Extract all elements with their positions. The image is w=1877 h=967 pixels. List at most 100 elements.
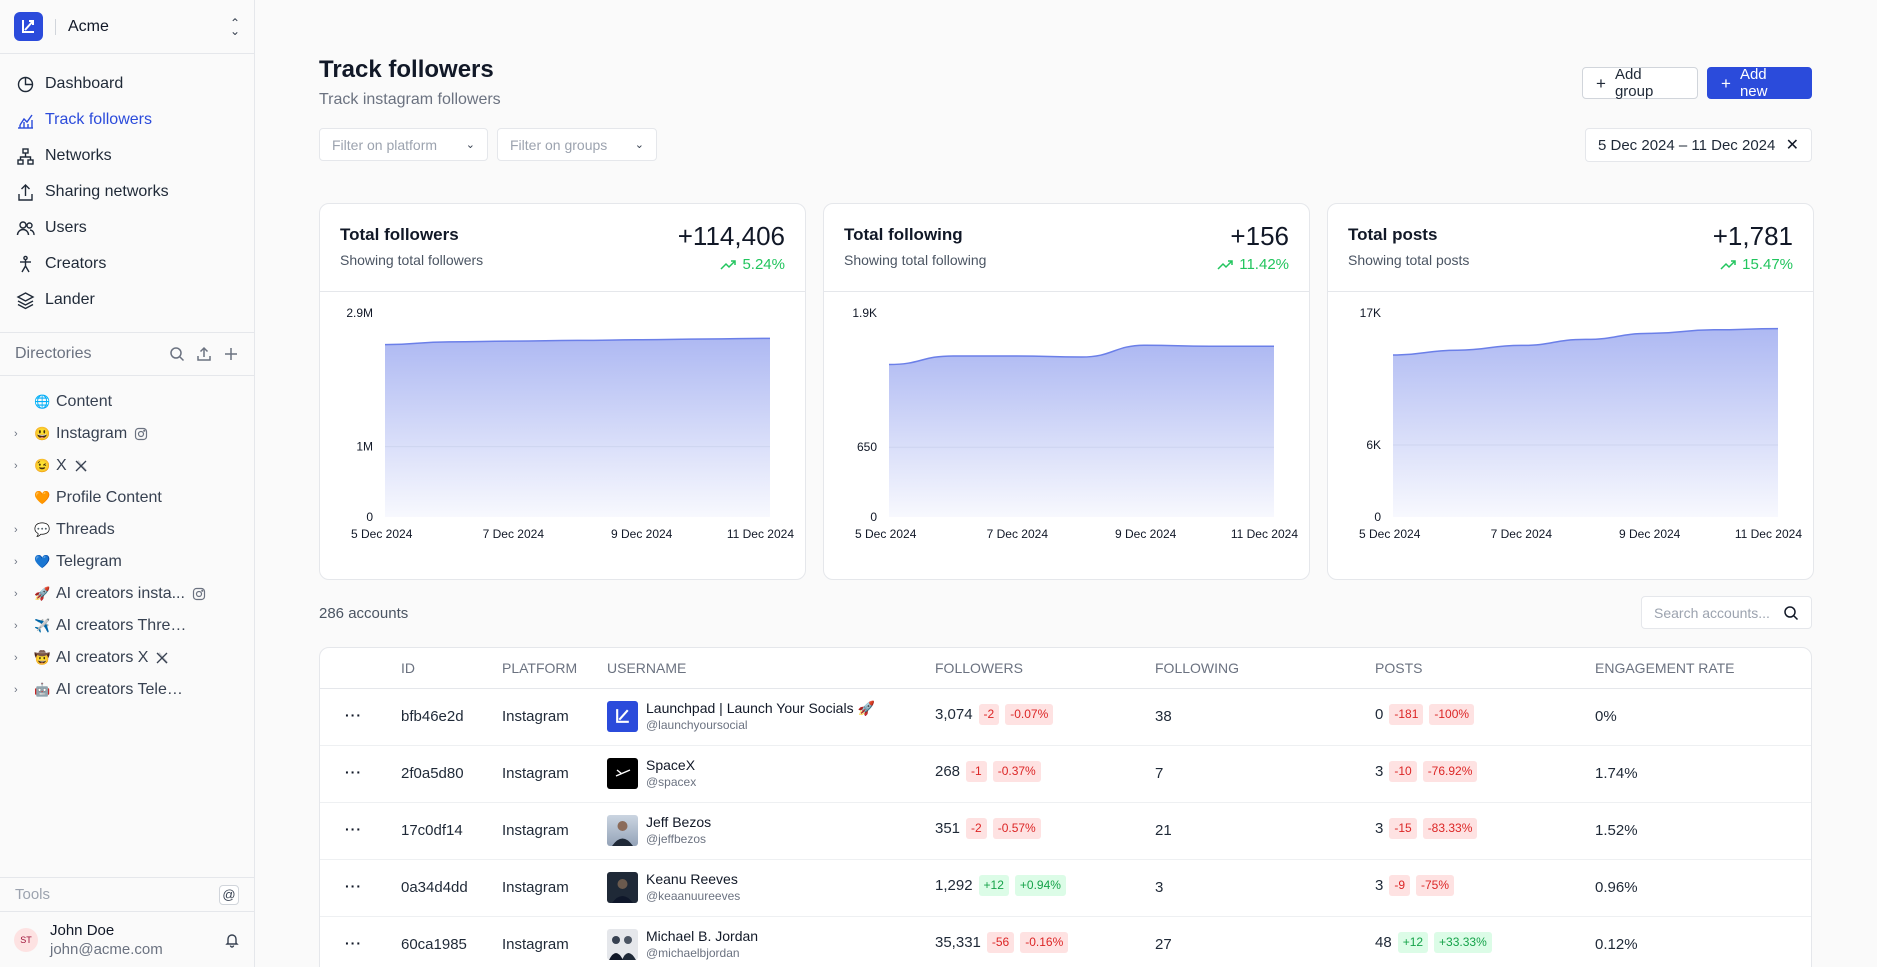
user-text: Keanu Reeves @keaanuureeves bbox=[646, 870, 740, 904]
cell-username[interactable]: Jeff Bezos @jeffbezos bbox=[607, 813, 711, 847]
directory-item[interactable]: › 🤠 AI creators X bbox=[0, 642, 254, 674]
x-tick-label: 5 Dec 2024 bbox=[351, 527, 413, 541]
posts-value: 0 bbox=[1375, 706, 1384, 723]
cell-platform: Instagram bbox=[502, 879, 569, 896]
column-header[interactable]: POSTS bbox=[1375, 660, 1423, 676]
account-name: Keanu Reeves bbox=[646, 871, 738, 887]
more-options-icon[interactable]: ··· bbox=[345, 935, 362, 951]
followers-pct-badge: -0.16% bbox=[1020, 932, 1069, 953]
directory-label: AI creators Telegra... bbox=[56, 681, 188, 698]
table-row[interactable]: ··· 17c0df14 Instagram Jeff Bezos @jeffbezos… bbox=[320, 803, 1811, 860]
date-range-picker[interactable]: 5 Dec 2024 – 11 Dec 2024 ✕ bbox=[1585, 128, 1812, 162]
x-icon bbox=[74, 459, 88, 473]
tools-section: Tools @ bbox=[0, 877, 254, 911]
nav-item-label: Users bbox=[45, 219, 87, 236]
user-profile[interactable]: ST John Doe john@acme.com bbox=[0, 911, 254, 967]
directory-item[interactable]: 🌐 Content bbox=[0, 386, 254, 418]
posts-pct-badge: -75% bbox=[1416, 875, 1455, 896]
directory-emoji: 🚀 bbox=[34, 586, 51, 601]
account-handle: @keaanuureeves bbox=[646, 889, 741, 903]
acme-logo-icon bbox=[14, 12, 43, 41]
cell-username[interactable]: SpaceX @spacex bbox=[607, 756, 696, 790]
more-options-icon[interactable]: ··· bbox=[345, 707, 362, 723]
avatar: ST bbox=[14, 927, 38, 952]
cell-username[interactable]: Launchpad | Launch Your Socials 🚀 @launch… bbox=[607, 699, 875, 733]
chevron-right-icon: › bbox=[14, 684, 18, 696]
nav-item-creators[interactable]: Creators bbox=[0, 246, 254, 282]
search-input[interactable]: Search accounts... bbox=[1641, 596, 1812, 629]
add-group-button[interactable]: + Add group bbox=[1582, 66, 1698, 100]
directory-item[interactable]: › 🚀 AI creators insta... bbox=[0, 578, 254, 610]
cell-username[interactable]: Michael B. Jordan @michaelbjordan bbox=[607, 927, 758, 961]
followers-delta-badge: -2 bbox=[978, 704, 1000, 725]
add-new-label: Add new bbox=[1739, 66, 1768, 100]
column-header[interactable]: FOLLOWERS bbox=[935, 660, 1023, 676]
plus-icon[interactable] bbox=[223, 346, 239, 362]
nav-item-sharing-networks[interactable]: Sharing networks bbox=[0, 174, 254, 210]
table-row[interactable]: ··· bfb46e2d Instagram Launchpad | Launch Y… bbox=[320, 689, 1811, 746]
table-row[interactable]: ··· 60ca1985 Instagram Michael B. Jordan @mi… bbox=[320, 917, 1811, 967]
nav-item-networks[interactable]: Networks bbox=[0, 138, 254, 174]
directory-item[interactable]: › 💬 Threads bbox=[0, 514, 254, 546]
stat-card: Total following Showing total following +1… bbox=[823, 203, 1310, 580]
column-header[interactable]: USERNAME bbox=[607, 660, 687, 676]
directory-label: Instagram bbox=[56, 425, 128, 442]
stat-card-header: Total posts Showing total posts +1,781 15.4… bbox=[1328, 204, 1813, 292]
followers-delta-badge: -2 bbox=[966, 818, 987, 839]
upload-icon[interactable] bbox=[196, 346, 212, 362]
nav-item-users[interactable]: Users bbox=[0, 210, 254, 246]
account-name: Jeff Bezos bbox=[646, 814, 712, 830]
close-icon[interactable]: ✕ bbox=[1785, 137, 1799, 154]
posts-delta-badge: -9 bbox=[1389, 875, 1411, 896]
column-header[interactable]: ENGAGEMENT RATE bbox=[1595, 660, 1735, 676]
bell-icon[interactable] bbox=[224, 932, 240, 948]
stat-card-header: Total followers Showing total followers +1… bbox=[320, 204, 805, 292]
stat-card: Total followers Showing total followers +1… bbox=[319, 203, 806, 580]
more-options-icon[interactable]: ··· bbox=[345, 821, 362, 837]
stat-card-subtitle: Showing total following bbox=[844, 252, 987, 268]
more-options-icon[interactable]: ··· bbox=[345, 878, 362, 894]
followers-pct-badge: +0.94% bbox=[1014, 875, 1066, 896]
platform-filter[interactable]: Filter on platform ⌄ bbox=[319, 128, 488, 161]
y-tick-label: 6K bbox=[1366, 438, 1381, 452]
groups-filter[interactable]: Filter on groups ⌄ bbox=[497, 128, 657, 161]
search-icon bbox=[1784, 605, 1799, 620]
column-header[interactable]: ID bbox=[401, 660, 415, 676]
directory-item[interactable]: › 😉 X bbox=[0, 450, 254, 482]
cell-following: 27 bbox=[1155, 936, 1172, 953]
x-tick-label: 7 Dec 2024 bbox=[483, 527, 545, 541]
cell-username[interactable]: Keanu Reeves @keaanuureeves bbox=[607, 870, 740, 904]
posts-value: 3 bbox=[1375, 820, 1384, 837]
more-options-icon[interactable]: ··· bbox=[345, 764, 362, 780]
nav-item-dashboard[interactable]: Dashboard bbox=[0, 66, 254, 102]
area-chart: 0 650 1.9K 5 Dec 2024 7 Dec 2024 9 Dec 2024 11… bbox=[852, 306, 1298, 541]
directory-label: Threads bbox=[56, 521, 115, 538]
workspace-switcher[interactable]: Acme ⌃ ⌄ bbox=[0, 0, 254, 54]
nav-item-track-followers[interactable]: Track followers bbox=[0, 102, 254, 138]
directory-label: AI creators Threads bbox=[56, 617, 188, 634]
directory-item[interactable]: › 😃 Instagram bbox=[0, 418, 254, 450]
posts-pct-badge: -83.33% bbox=[1422, 818, 1478, 839]
column-header[interactable]: PLATFORM bbox=[502, 660, 578, 676]
nav-item-lander[interactable]: Lander bbox=[0, 282, 254, 318]
cell-engagement: 1.52% bbox=[1595, 822, 1638, 839]
cell-id: bfb46e2d bbox=[401, 708, 464, 725]
directory-emoji: 🤖 bbox=[34, 682, 51, 697]
directory-item[interactable]: 🧡 Profile Content bbox=[0, 482, 254, 514]
person-icon bbox=[20, 255, 31, 272]
user-name: John Doe bbox=[50, 921, 115, 939]
add-group-label: Add group bbox=[1614, 66, 1654, 100]
stat-card-title: Total followers bbox=[340, 225, 459, 244]
at-mention-icon[interactable]: @ bbox=[219, 884, 239, 905]
search-icon[interactable] bbox=[169, 346, 185, 362]
directory-item[interactable]: › 🤖 AI creators Telegra... bbox=[0, 674, 254, 706]
directory-item[interactable]: › ✈️ AI creators Threads bbox=[0, 610, 254, 642]
table-row[interactable]: ··· 2f0a5d80 Instagram SpaceX @spacex 268 -1 -0… bbox=[320, 746, 1811, 803]
column-header[interactable]: FOLLOWING bbox=[1155, 660, 1240, 676]
stat-card: Total posts Showing total posts +1,781 15.4… bbox=[1327, 203, 1814, 580]
add-new-button[interactable]: + Add new bbox=[1707, 66, 1812, 100]
followers-delta-badge: +12 bbox=[978, 875, 1009, 896]
table-row[interactable]: ··· 0a34d4dd Instagram Keanu Reeves @keaanuu… bbox=[320, 860, 1811, 917]
stat-card-title: Total posts bbox=[1348, 225, 1438, 244]
directory-item[interactable]: › 💙 Telegram bbox=[0, 546, 254, 578]
